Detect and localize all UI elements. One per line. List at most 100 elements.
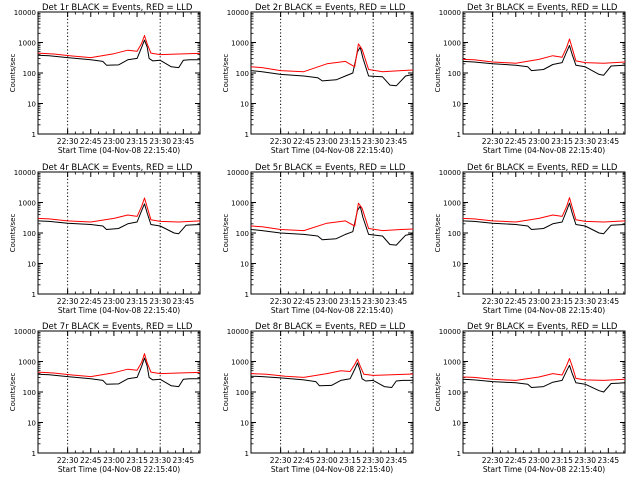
chart-title: Det 5r BLACK = Events, RED = LLD	[255, 163, 406, 173]
plot-frame	[250, 171, 414, 295]
series-line-lld	[37, 35, 201, 59]
x-tick-label: 23:45	[598, 137, 620, 146]
plot-frame	[250, 11, 414, 135]
y-tick-label: 10	[452, 420, 461, 428]
chart-panel-4: Det 4r BLACK = Events, RED = LLD 1 10 100 10…	[9, 163, 201, 315]
chart-title: Det 1r BLACK = Events, RED = LLD	[42, 3, 193, 13]
y-tick-label: 100	[23, 70, 36, 78]
x-tick-label: 23:00	[316, 456, 338, 465]
x-tick-label: 22:45	[80, 297, 102, 306]
y-tick-label: 10000	[227, 9, 249, 17]
x-axis-label: Start Time (04-Nov-08 22:15:40)	[58, 306, 180, 315]
y-tick-label: 100	[23, 230, 36, 238]
x-axis-label: Start Time (04-Nov-08 22:15:40)	[483, 306, 605, 315]
y-tick-label: 10000	[14, 169, 36, 177]
x-tick-label: 23:45	[173, 456, 195, 465]
x-tick-label: 22:45	[80, 456, 102, 465]
y-tick-label: 100	[23, 389, 36, 397]
x-tick-label: 23:45	[173, 297, 195, 306]
y-tick-label: 100	[448, 389, 461, 397]
plot-frame	[462, 11, 626, 135]
x-tick-label: 22:45	[505, 137, 527, 146]
chart-panel-9: Det 9r BLACK = Events, RED = LLD 1 10 100 10…	[434, 322, 626, 474]
y-tick-label: 1000	[18, 200, 36, 208]
x-tick-label: 23:45	[598, 456, 620, 465]
x-tick-label: 22:30	[57, 456, 79, 465]
x-tick-label: 22:30	[270, 137, 292, 146]
x-tick-label: 23:00	[103, 456, 125, 465]
y-tick-label: 1000	[443, 40, 461, 48]
y-tick-label: 10	[452, 261, 461, 269]
x-tick-label: 22:30	[270, 456, 292, 465]
series-line-events	[37, 357, 201, 388]
y-axis-label: Counts/sec	[9, 214, 17, 253]
y-axis-label: Counts/sec	[434, 373, 442, 412]
series-line-lld	[462, 358, 626, 381]
y-tick-label: 1000	[231, 200, 249, 208]
chart-panel-1: Det 1r BLACK = Events, RED = LLD 1 10 100 10…	[9, 3, 201, 155]
x-tick-label: 23:30	[149, 297, 171, 306]
chart-title: Det 8r BLACK = Events, RED = LLD	[255, 322, 406, 332]
x-axis-label: Start Time (04-Nov-08 22:15:40)	[58, 146, 180, 155]
x-axis-label: Start Time (04-Nov-08 22:15:40)	[271, 465, 393, 474]
x-tick-label: 22:45	[293, 456, 315, 465]
y-axis-label: Counts/sec	[434, 54, 442, 93]
x-tick-label: 23:00	[103, 297, 125, 306]
chart-title: Det 4r BLACK = Events, RED = LLD	[42, 163, 193, 173]
series-line-events	[37, 203, 201, 235]
y-tick-label: 1000	[18, 359, 36, 367]
x-tick-label: 23:15	[126, 456, 148, 465]
series-line-lld	[37, 353, 201, 378]
y-tick-label: 1000	[443, 200, 461, 208]
x-tick-label: 23:45	[386, 456, 408, 465]
chart-title: Det 9r BLACK = Events, RED = LLD	[467, 322, 618, 332]
plot-frame	[250, 330, 414, 454]
x-tick-label: 23:30	[149, 137, 171, 146]
x-tick-label: 22:45	[505, 297, 527, 306]
x-tick-label: 23:30	[574, 137, 596, 146]
y-tick-label: 10000	[439, 169, 461, 177]
y-tick-label: 1	[245, 131, 249, 139]
x-tick-label: 23:15	[339, 297, 361, 306]
series-line-events	[250, 362, 414, 388]
x-tick-label: 23:00	[528, 297, 550, 306]
y-tick-label: 1000	[18, 40, 36, 48]
y-tick-label: 100	[448, 70, 461, 78]
y-tick-label: 100	[236, 70, 249, 78]
series-line-events	[462, 45, 626, 76]
x-axis-label: Start Time (04-Nov-08 22:15:40)	[271, 306, 393, 315]
y-tick-label: 1	[457, 131, 461, 139]
x-tick-label: 23:00	[316, 297, 338, 306]
y-tick-label: 10	[240, 261, 249, 269]
series-line-events	[250, 46, 414, 87]
y-tick-label: 1	[245, 291, 249, 299]
y-tick-label: 1	[32, 291, 36, 299]
y-axis-label: Counts/sec	[9, 373, 17, 412]
chart-panel-8: Det 8r BLACK = Events, RED = LLD 1 10 100 10…	[222, 322, 414, 474]
x-axis-label: Start Time (04-Nov-08 22:15:40)	[483, 465, 605, 474]
series-line-events	[462, 202, 626, 235]
y-tick-label: 1000	[231, 359, 249, 367]
x-axis-label: Start Time (04-Nov-08 22:15:40)	[58, 465, 180, 474]
x-tick-label: 23:30	[574, 297, 596, 306]
y-tick-label: 1	[457, 450, 461, 458]
x-tick-label: 23:30	[362, 456, 384, 465]
series-line-events	[37, 39, 201, 69]
y-axis-label: Counts/sec	[222, 214, 230, 253]
series-line-lld	[37, 197, 201, 223]
x-tick-label: 23:00	[528, 456, 550, 465]
x-tick-label: 22:30	[482, 297, 504, 306]
y-tick-label: 10000	[227, 328, 249, 336]
x-tick-label: 23:00	[103, 137, 125, 146]
chart-panel-3: Det 3r BLACK = Events, RED = LLD 1 10 100 10…	[434, 3, 626, 155]
series-line-lld	[462, 197, 626, 223]
y-tick-label: 100	[236, 389, 249, 397]
x-tick-label: 23:00	[316, 137, 338, 146]
y-axis-label: Counts/sec	[9, 54, 17, 93]
plot-frame	[37, 330, 201, 454]
y-tick-label: 10	[27, 101, 36, 109]
y-tick-label: 10	[240, 420, 249, 428]
series-line-lld	[250, 358, 414, 378]
y-tick-label: 1	[32, 131, 36, 139]
y-tick-label: 1000	[231, 40, 249, 48]
